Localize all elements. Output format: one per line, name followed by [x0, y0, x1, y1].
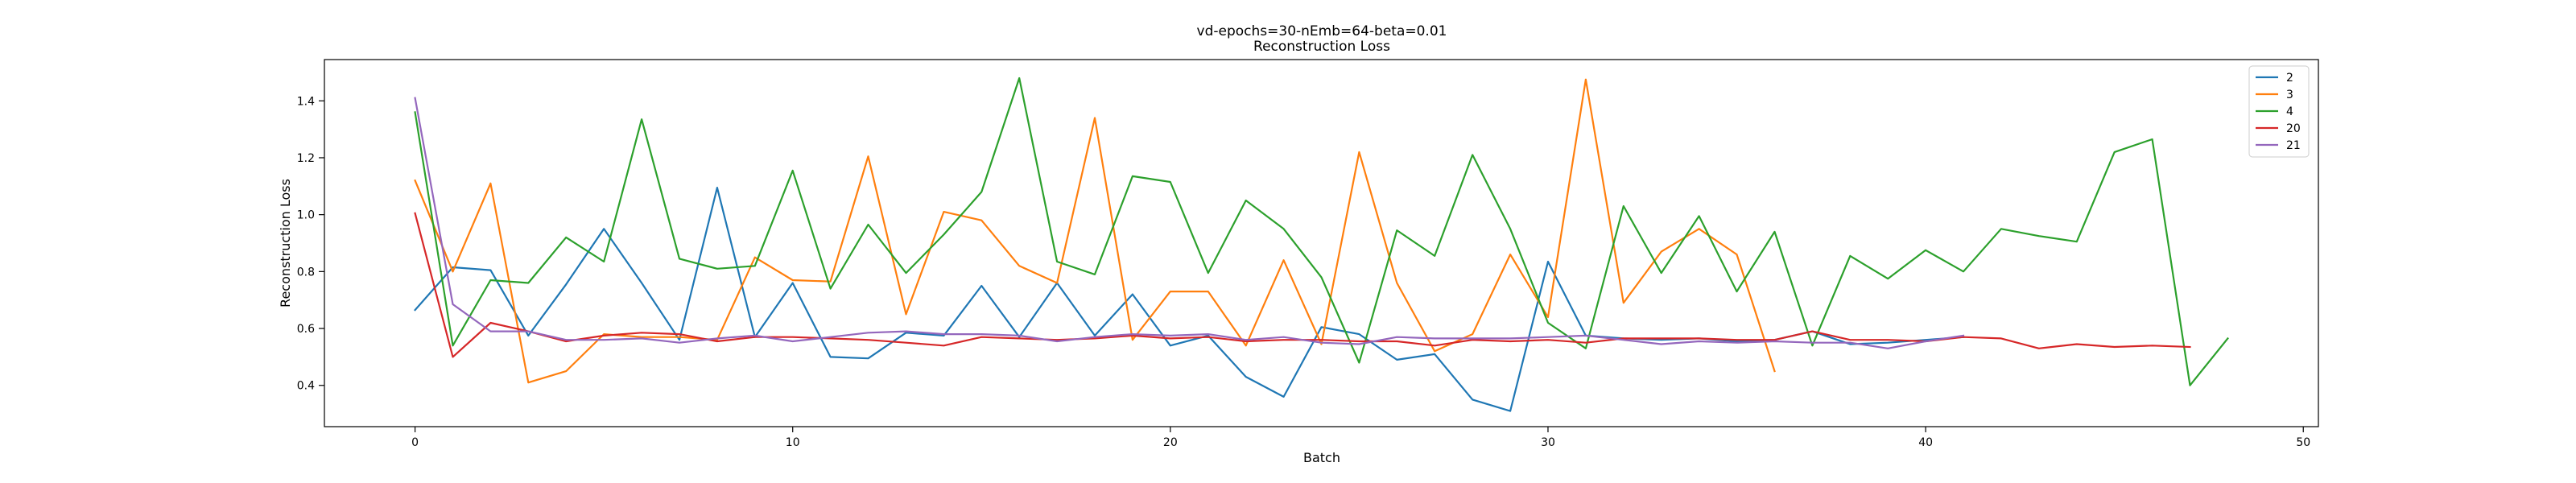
x-tick-label: 10: [786, 436, 800, 449]
plot-area: [414, 76, 2229, 412]
x-tick-label: 30: [1541, 436, 1555, 449]
legend-label-2: 2: [2286, 72, 2293, 85]
legend-label-20: 20: [2286, 122, 2301, 135]
x-tick-label: 50: [2296, 436, 2310, 449]
legend-label-4: 4: [2286, 105, 2293, 118]
legend-label-21: 21: [2286, 139, 2301, 152]
x-tick-label: 20: [1163, 436, 1178, 449]
y-tick-label: 1.4: [297, 95, 315, 108]
legend-box: [2248, 65, 2310, 158]
chart-title: vd-epochs=30-nEmb=64-beta=0.01: [1197, 23, 1447, 39]
series-line-3: [414, 78, 1776, 384]
y-tick-label: 0.4: [297, 380, 315, 393]
y-tick-label: 0.6: [297, 323, 315, 336]
legend-label-3: 3: [2286, 89, 2293, 101]
axes: 0 10 20 30 40 50 0.4 0.6 0.8 1.0 1.2 1.4: [297, 59, 2319, 449]
y-axis-label: Reconstruction Loss: [278, 179, 293, 308]
x-tick-label: 40: [1918, 436, 1933, 449]
chart-subtitle: Reconstruction Loss: [1253, 39, 1390, 55]
y-tick-label: 1.0: [297, 209, 315, 222]
y-tick-label: 1.2: [297, 152, 315, 165]
legend: 2 3 4 20 21: [2248, 65, 2310, 158]
series-line-21: [414, 97, 1965, 349]
x-tick-label: 0: [411, 436, 419, 449]
plot-frame: [324, 59, 2319, 427]
series-line-4: [414, 76, 2229, 386]
y-tick-label: 0.8: [297, 266, 315, 279]
x-axis-label: Batch: [1303, 450, 1340, 465]
